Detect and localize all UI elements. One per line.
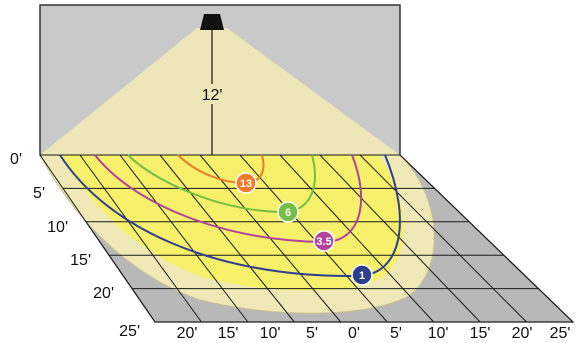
grid-col-line xyxy=(159,154,295,323)
badge-6-label: 6 xyxy=(285,207,291,219)
grid-col-line xyxy=(399,154,574,323)
light-fixture-icon xyxy=(200,14,224,30)
depth-tick-10: 10' xyxy=(47,219,68,236)
width-tick-2: 15' xyxy=(218,325,239,342)
grid-col-line xyxy=(39,154,156,323)
badge-1-label: 1 xyxy=(359,270,365,282)
width-tick-7: 10' xyxy=(428,325,449,342)
grid-col-line xyxy=(279,154,435,323)
badge-3-5-label: 3.5 xyxy=(316,236,331,248)
badge-1: 1 xyxy=(351,264,373,286)
width-tick-1: 20' xyxy=(177,325,198,342)
floor-grid xyxy=(39,154,574,323)
depth-tick-0: 0' xyxy=(10,151,22,168)
grid-col-line xyxy=(359,154,527,323)
contour-1 xyxy=(59,154,401,278)
width-tick-9: 20' xyxy=(512,325,533,342)
width-tick-8: 15' xyxy=(470,325,491,342)
grid-col-line xyxy=(319,154,481,323)
depth-tick-20: 20' xyxy=(93,285,114,302)
badge-13-label: 13 xyxy=(240,178,252,190)
grid-col-line xyxy=(79,154,202,323)
width-tick-5: 0' xyxy=(348,325,360,342)
contour-3-5 xyxy=(94,154,363,244)
width-tick-10: 25' xyxy=(550,325,571,342)
contour-6 xyxy=(127,154,316,214)
badge-6: 6 xyxy=(277,201,299,223)
depth-tick-15: 15' xyxy=(70,252,91,269)
height-label: 12' xyxy=(202,87,223,104)
depth-tick-25: 25' xyxy=(119,323,140,340)
badge-13: 13 xyxy=(235,172,257,194)
grid-col-line xyxy=(119,154,249,323)
width-tick-6: 5' xyxy=(390,325,402,342)
width-tick-4: 5' xyxy=(306,325,318,342)
width-tick-3: 10' xyxy=(260,325,281,342)
badge-3-5: 3.5 xyxy=(313,230,335,252)
height-label-bg xyxy=(196,84,228,104)
depth-tick-5: 5' xyxy=(33,185,45,202)
